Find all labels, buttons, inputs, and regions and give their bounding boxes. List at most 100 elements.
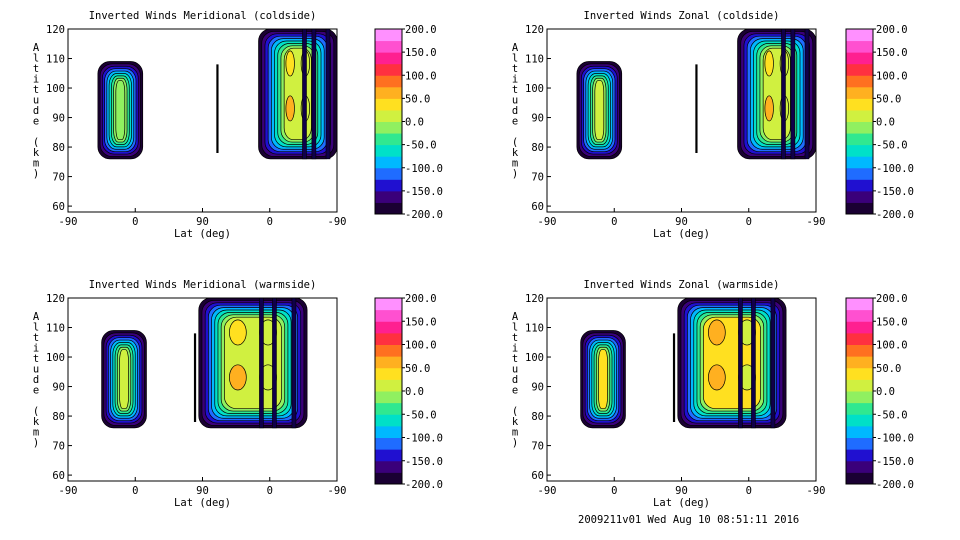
x-tick-label: -90 <box>538 485 557 497</box>
colorbar-swatch <box>846 460 873 473</box>
colorbar-swatch <box>375 379 402 392</box>
colorbar-swatch <box>375 414 402 427</box>
x-tick-label: 90 <box>675 485 688 497</box>
x-tick-label: 90 <box>196 485 209 497</box>
contour-region <box>737 29 816 160</box>
colorbar-swatch <box>375 109 402 122</box>
contour-stripe <box>751 298 756 429</box>
contour-region <box>97 61 144 160</box>
contour-cell <box>285 95 295 122</box>
colorbar-swatch <box>375 332 402 345</box>
y-tick-label: 120 <box>46 293 65 305</box>
colorbar-tick-label: 100.0 <box>405 70 437 82</box>
y-tick-label: 80 <box>531 142 544 154</box>
colorbar-tick-label: -50.0 <box>405 140 437 152</box>
colorbar-swatch <box>375 86 402 99</box>
colorbar-swatch <box>846 86 873 99</box>
colorbar-tick-label: 200.0 <box>405 293 437 305</box>
chart-title: Inverted Winds Zonal (warmside) <box>584 279 780 291</box>
colorbar-swatch <box>846 167 873 180</box>
colorbar-swatch <box>846 321 873 334</box>
colorbar-swatch <box>846 425 873 438</box>
x-tick-label: -90 <box>59 216 78 228</box>
contour-cell <box>229 364 247 391</box>
panel-3: Inverted Winds Meridional (warmside) -90 0… <box>33 279 443 509</box>
colorbar-swatch <box>846 190 873 203</box>
colorbar-swatch <box>846 379 873 392</box>
y-tick-label: 90 <box>531 382 544 394</box>
colorbar-tick-label: -200.0 <box>876 479 914 491</box>
chart-title: Inverted Winds Meridional (warmside) <box>89 279 317 291</box>
colorbar-swatch <box>375 98 402 111</box>
x-tick-label: 0 <box>132 216 138 228</box>
contour-cell <box>764 50 774 77</box>
colorbar-swatch <box>846 344 873 357</box>
colorbar-swatch <box>375 344 402 357</box>
colorbar-swatch <box>846 356 873 369</box>
colorbar-swatch <box>375 321 402 334</box>
colorbar-tick-label: 0.0 <box>876 117 895 129</box>
x-tick-label: 0 <box>267 216 273 228</box>
colorbar-tick-label: -50.0 <box>876 140 908 152</box>
y-tick-label: 60 <box>531 470 544 482</box>
colorbar-tick-label: -100.0 <box>876 163 914 175</box>
colorbar-tick-label: 200.0 <box>876 24 908 36</box>
x-tick-label: 0 <box>746 485 752 497</box>
chart-title: Inverted Winds Meridional (coldside) <box>89 10 317 22</box>
contour-stripe <box>302 29 307 160</box>
colorbar-swatch <box>846 309 873 322</box>
footer-timestamp: 2009211v01 Wed Aug 10 08:51:11 2016 <box>578 514 800 526</box>
colorbar-swatch <box>846 133 873 146</box>
colorbar-swatch <box>846 109 873 122</box>
contour-field <box>101 298 308 429</box>
y-tick-label: 100 <box>525 83 544 95</box>
contour-region <box>677 298 787 429</box>
colorbar-swatch <box>375 472 402 485</box>
y-tick-label: 110 <box>525 323 544 335</box>
colorbar-swatch <box>375 144 402 157</box>
y-tick-label: 60 <box>52 470 65 482</box>
x-axis-label: Lat (deg) <box>174 497 231 509</box>
colorbar-tick-label: 200.0 <box>876 293 908 305</box>
contour-stripe <box>804 29 810 160</box>
colorbar-tick-label: -100.0 <box>405 163 443 175</box>
contour-cell <box>764 95 774 122</box>
colorbar-swatch <box>375 298 402 311</box>
y-tick-label: 80 <box>531 411 544 423</box>
colorbar-swatch <box>846 52 873 65</box>
y-tick-label: 120 <box>525 24 544 36</box>
colorbar-tick-label: -100.0 <box>405 433 443 445</box>
colorbar-tick-label: -200.0 <box>405 479 443 491</box>
colorbar-tick-label: -150.0 <box>876 186 914 198</box>
contour-stripe <box>272 298 277 429</box>
x-tick-label: 90 <box>196 216 209 228</box>
contour-region <box>101 330 147 429</box>
y-tick-label: 100 <box>46 83 65 95</box>
colorbar-tick-label: 50.0 <box>876 363 901 375</box>
y-tick-label: 70 <box>52 441 65 453</box>
colorbar-swatch <box>375 367 402 380</box>
contour-cell <box>285 50 295 77</box>
colorbar-swatch <box>846 472 873 485</box>
contour-stripe <box>259 298 264 429</box>
y-tick-label: 100 <box>525 352 544 364</box>
contour-cell <box>229 319 247 346</box>
colorbar-tick-label: 200.0 <box>405 24 437 36</box>
colorbar-swatch <box>375 449 402 462</box>
x-tick-label: -90 <box>59 485 78 497</box>
contour-band <box>594 80 605 141</box>
colorbar-tick-label: -100.0 <box>876 433 914 445</box>
colorbar-swatch <box>846 449 873 462</box>
colorbar-tick-label: 50.0 <box>876 93 901 105</box>
colorbar-swatch <box>846 75 873 88</box>
colorbar-swatch <box>375 179 402 192</box>
contour-region <box>258 29 337 160</box>
colorbar-tick-label: 100.0 <box>876 70 908 82</box>
colorbar-tick-label: 0.0 <box>876 386 895 398</box>
colorbar-swatch <box>846 179 873 192</box>
colorbar-tick-label: 150.0 <box>876 47 908 59</box>
colorbar-tick-label: -150.0 <box>876 456 914 468</box>
colorbar-tick-label: -200.0 <box>876 209 914 221</box>
y-tick-label: 80 <box>52 411 65 423</box>
